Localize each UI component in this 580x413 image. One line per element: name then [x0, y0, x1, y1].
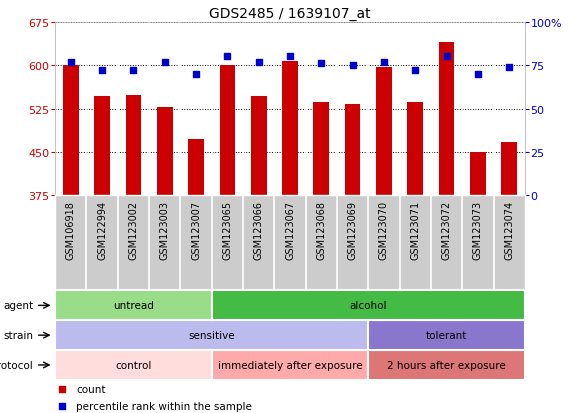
Point — [66, 59, 75, 66]
Point — [254, 59, 263, 66]
Text: protocol: protocol — [0, 360, 33, 370]
Text: GSM123073: GSM123073 — [473, 200, 483, 259]
Text: GSM123007: GSM123007 — [191, 200, 201, 259]
Bar — [251, 97, 266, 196]
Bar — [501, 143, 517, 196]
Text: 2 hours after exposure: 2 hours after exposure — [387, 360, 506, 370]
Bar — [219, 65, 235, 196]
Bar — [63, 65, 79, 196]
Point — [442, 54, 451, 61]
Text: GSM123065: GSM123065 — [222, 200, 233, 259]
Text: GSM123071: GSM123071 — [410, 200, 420, 259]
Point — [223, 54, 232, 61]
Bar — [438, 43, 454, 196]
Bar — [345, 105, 360, 196]
Text: count: count — [76, 384, 106, 394]
Text: alcohol: alcohol — [350, 301, 387, 311]
Point — [97, 68, 107, 74]
Bar — [125, 95, 141, 196]
Text: GSM123069: GSM123069 — [347, 200, 358, 259]
Point — [349, 177, 358, 183]
Text: GDS2485 / 1639107_at: GDS2485 / 1639107_at — [209, 7, 371, 21]
Bar — [188, 140, 204, 196]
Text: GSM123003: GSM123003 — [160, 200, 170, 259]
Point — [411, 68, 420, 74]
Point — [317, 61, 326, 68]
Text: GSM123066: GSM123066 — [253, 200, 264, 259]
Text: GSM123068: GSM123068 — [316, 200, 327, 259]
Bar — [94, 97, 110, 196]
Point — [160, 59, 169, 66]
Bar — [157, 107, 173, 196]
Text: untread: untread — [113, 301, 154, 311]
Point — [349, 327, 358, 334]
Text: GSM123002: GSM123002 — [128, 200, 139, 259]
Bar — [407, 102, 423, 196]
Text: GSM123070: GSM123070 — [379, 200, 389, 259]
Text: GSM122994: GSM122994 — [97, 200, 107, 259]
Text: GSM106918: GSM106918 — [66, 200, 76, 259]
Point — [191, 71, 201, 78]
Text: percentile rank within the sample: percentile rank within the sample — [76, 401, 252, 411]
Point — [505, 64, 514, 71]
Text: tolerant: tolerant — [426, 330, 467, 340]
Point — [473, 71, 483, 78]
Point — [285, 54, 295, 61]
Point — [348, 63, 357, 69]
Bar — [282, 62, 298, 196]
Text: immediately after exposure: immediately after exposure — [218, 360, 362, 370]
Bar — [376, 68, 392, 196]
Text: GSM123074: GSM123074 — [504, 200, 514, 259]
Bar — [313, 102, 329, 196]
Text: GSM123072: GSM123072 — [441, 200, 452, 260]
Text: sensitive: sensitive — [188, 330, 235, 340]
Bar — [470, 153, 486, 196]
Point — [129, 68, 138, 74]
Text: GSM123067: GSM123067 — [285, 200, 295, 259]
Text: control: control — [115, 360, 151, 370]
Point — [379, 59, 389, 66]
Text: strain: strain — [3, 330, 33, 340]
Text: agent: agent — [3, 301, 33, 311]
